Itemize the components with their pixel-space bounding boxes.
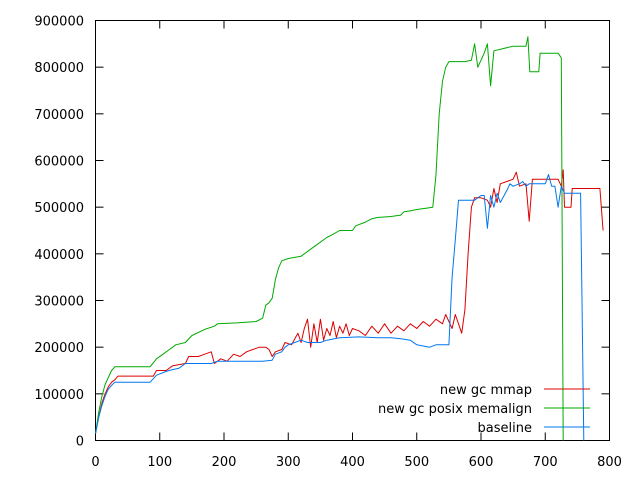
legend-label: baseline [478, 421, 532, 436]
x-tick-label: 400 [340, 455, 365, 470]
y-tick-label: 0 [76, 435, 84, 450]
legend-label: new gc posix memalign [378, 402, 532, 417]
series-line-new-gc-posix-memalign [95, 36, 564, 441]
x-tick-label: 100 [147, 455, 172, 470]
x-tick-label: 500 [404, 455, 429, 470]
y-tick-label: 900000 [34, 15, 84, 30]
legend: new gc mmap new gc posix memalign baseline [378, 383, 590, 436]
y-tick-label: 700000 [34, 108, 84, 123]
x-tick-label: 200 [212, 455, 237, 470]
y-tick-label: 300000 [34, 295, 84, 310]
y-tick-label: 100000 [34, 388, 84, 403]
y-tick-label: 500000 [34, 201, 84, 216]
y-tick-label: 400000 [34, 248, 84, 263]
x-tick-label: 700 [533, 455, 558, 470]
x-tick-label: 0 [91, 455, 99, 470]
series-line-new-gc-mmap [95, 169, 604, 434]
x-tick-label: 600 [469, 455, 494, 470]
x-tick-label: 800 [597, 455, 622, 470]
y-tick-label: 800000 [34, 61, 84, 76]
axis-ticks: 0 100 200 300 400 500 600 700 800 0 100000 200000 30… [34, 15, 622, 471]
legend-label: new gc mmap [440, 383, 532, 398]
y-tick-label: 200000 [34, 341, 84, 356]
series-line-baseline [95, 174, 585, 441]
y-tick-label: 600000 [34, 155, 84, 170]
x-tick-label: 300 [276, 455, 301, 470]
series-lines [95, 36, 604, 441]
